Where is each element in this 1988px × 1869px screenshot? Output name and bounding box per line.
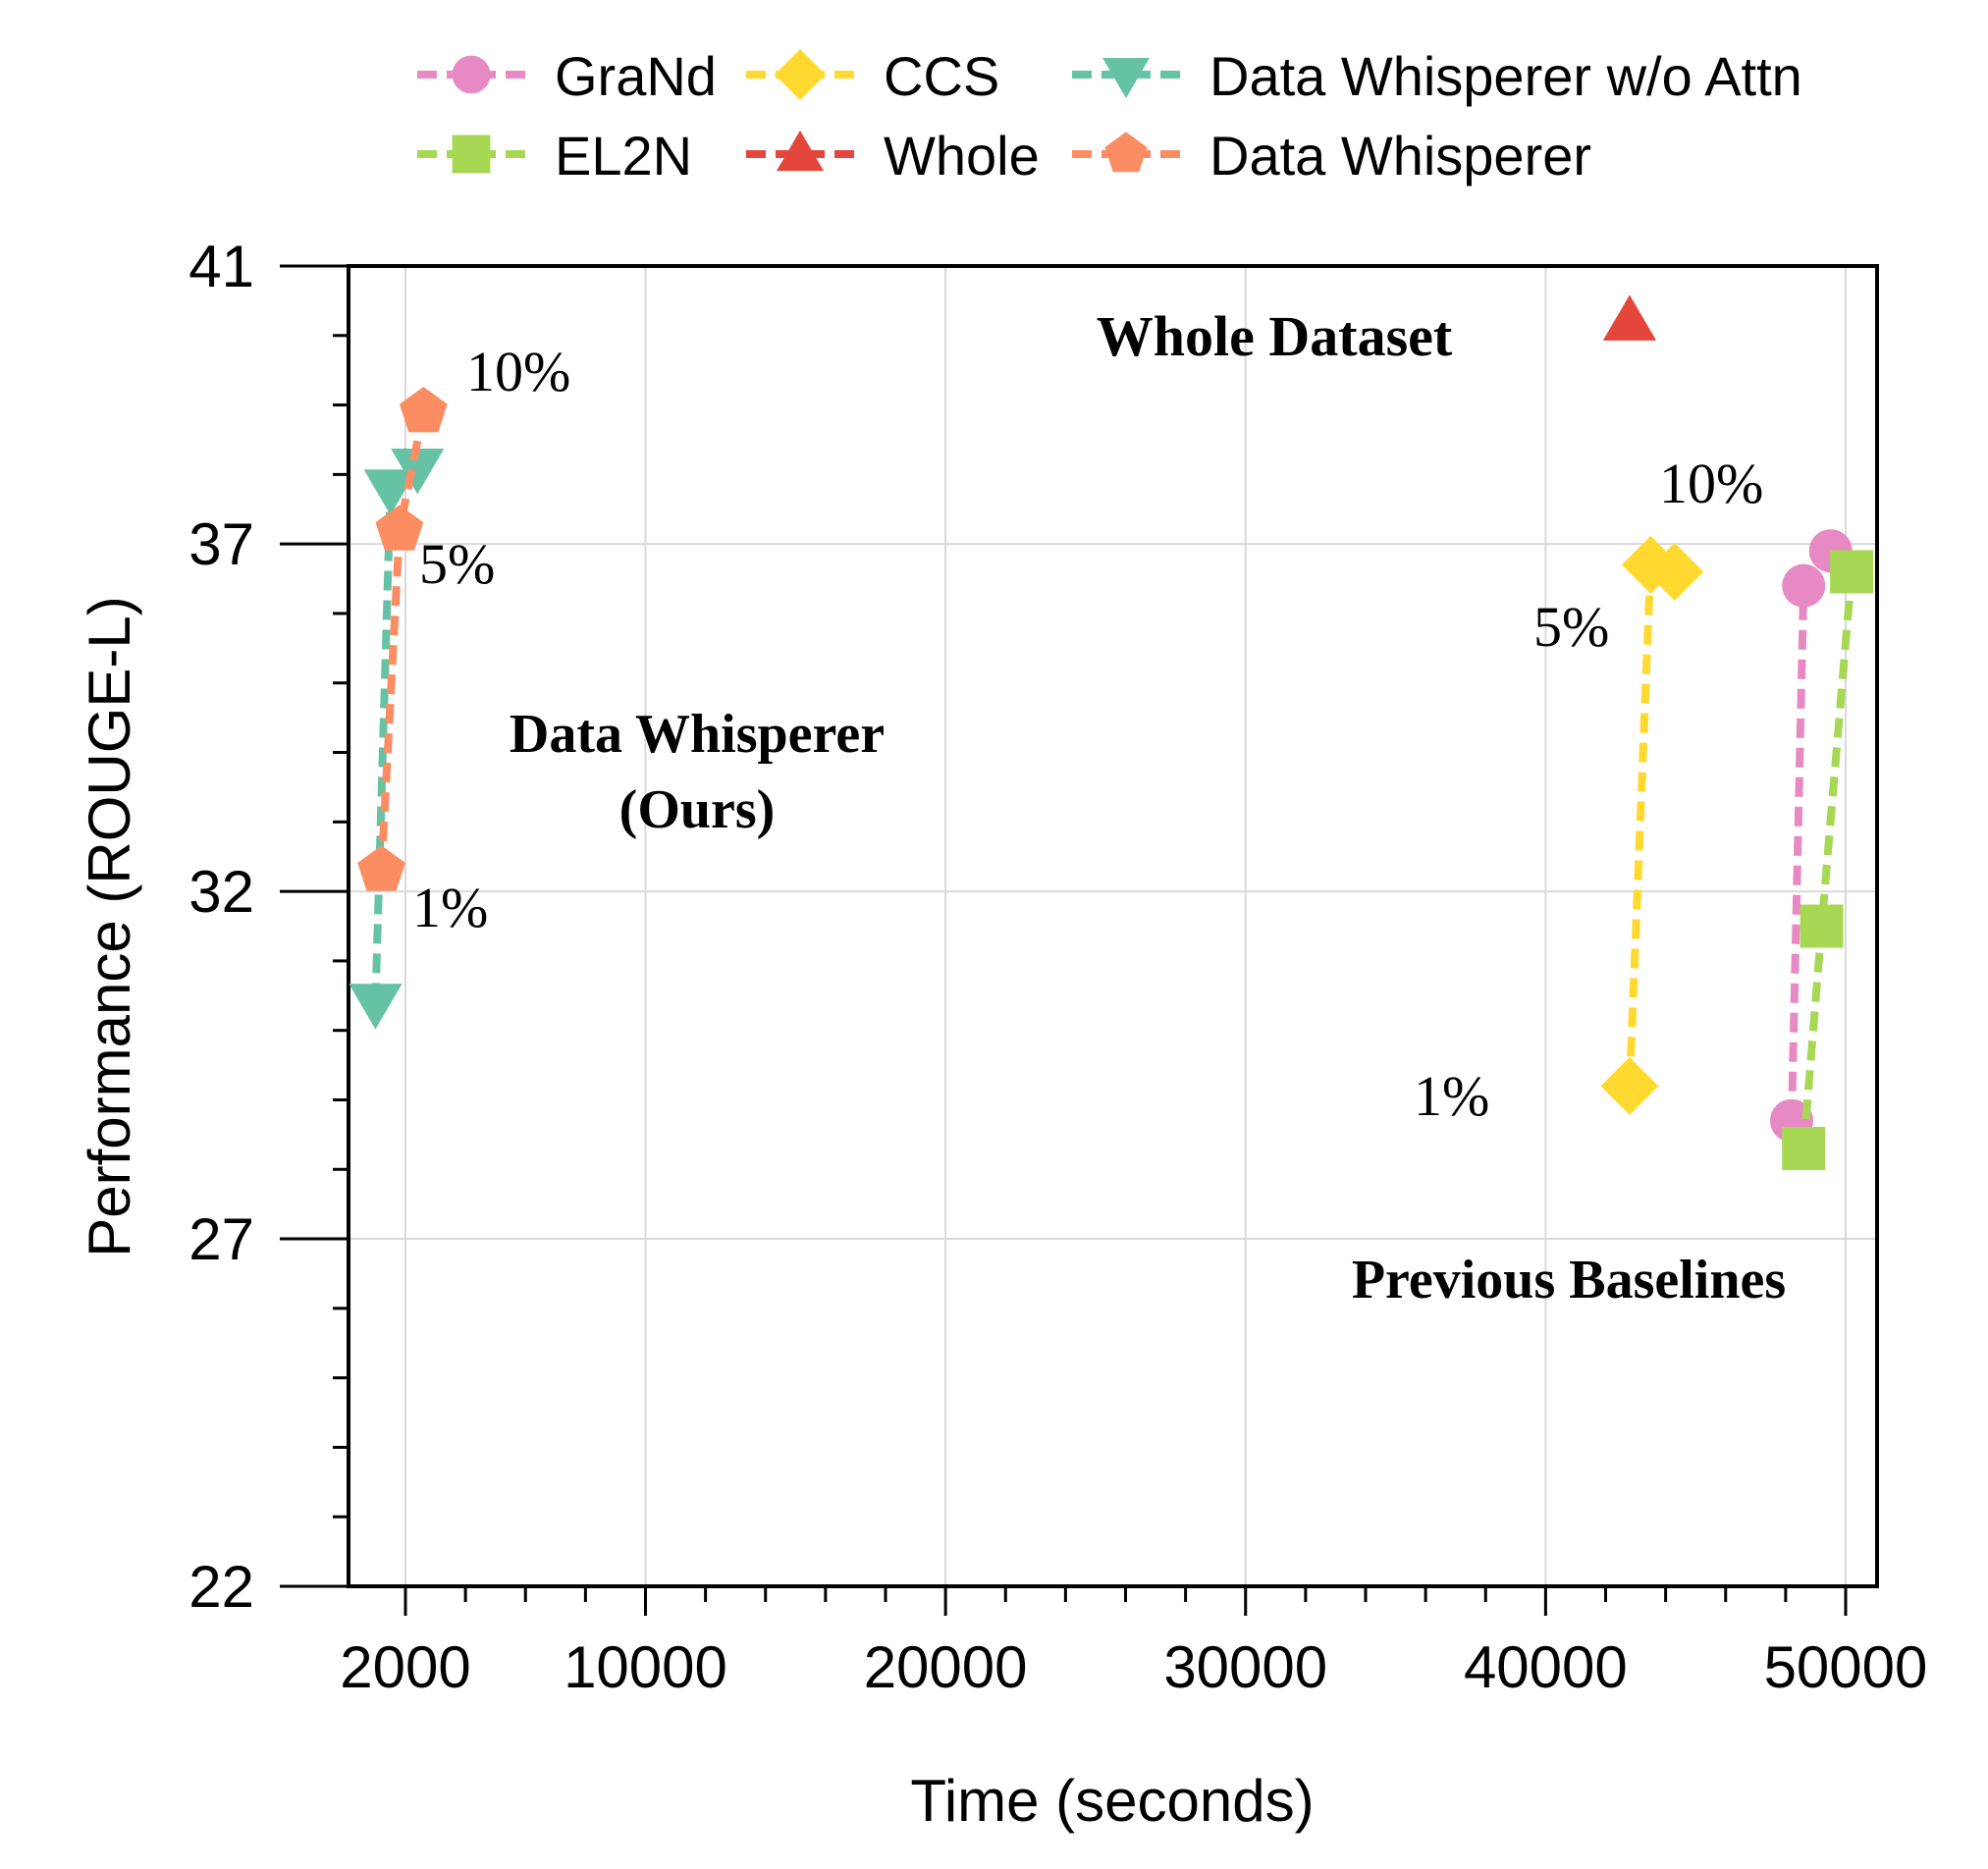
annotation-ours-line2: (Ours) [619,779,776,840]
data-point-ccs [1645,543,1704,601]
data-point-grand [1782,563,1826,608]
legend-entry-whole: Whole [746,125,1040,187]
legend-marker-ccs [774,48,827,101]
series-group [349,294,1874,1171]
legend-label-data-whisperer-w-o-attn: Data Whisperer w/o Attn [1209,45,1802,107]
legend-label-el2n: EL2N [555,125,692,187]
x-tick-label: 2000 [340,1634,470,1700]
series-whole [1602,294,1657,341]
y-tick-label: 37 [188,511,254,577]
label-dw-10pct: 10% [466,340,570,403]
series-data-whisperer [357,387,448,891]
data-point-el2n [1782,1127,1826,1171]
label-dw-1pct: 1% [412,876,488,939]
data-point-data-whisperer [357,845,405,891]
series-ccs [1600,535,1704,1115]
y-tick-label: 41 [188,234,254,299]
y-tick-label: 27 [188,1206,254,1272]
legend-entry-grand: GraNd [417,45,717,107]
annotation-previous-baselines: Previous Baselines [1352,1250,1786,1310]
x-tick-label: 40000 [1464,1634,1628,1700]
data-point-whole [1602,294,1657,341]
data-point-data-whisperer [399,387,448,433]
legend-label-whole: Whole [884,125,1040,187]
x-tick-label: 30000 [1163,1634,1327,1700]
legend-label-ccs: CCS [884,45,999,107]
plot-frame [347,264,1879,1588]
legend-entry-el2n: EL2N [417,125,692,187]
x-axis-label: Time (seconds) [910,1768,1314,1834]
legend-marker-data-whisperer-w-o-attn [1102,58,1150,99]
data-point-data-whisperer-w-o-attn [349,984,403,1030]
label-ccs-10pct: 10% [1659,452,1763,515]
data-point-data-whisperer-w-o-attn [363,469,417,515]
data-point-el2n [1830,550,1874,594]
legend-marker-grand [452,55,491,94]
series-line-el2n [1800,571,1856,1149]
label-dw-5pct: 5% [419,532,495,596]
label-ccs-1pct: 1% [1414,1064,1489,1128]
legend-entry-ccs: CCS [746,45,999,107]
annotation-ours-line1: Data Whisperer [510,704,885,765]
data-point-data-whisperer [375,505,424,551]
x-tick-label: 20000 [864,1634,1028,1700]
grid-lines [349,266,1877,1586]
series-el2n [1782,550,1874,1171]
series-line-grand [1787,548,1834,1121]
data-point-el2n [1800,904,1844,948]
y-axis-label: Performance (ROUGE-L) [77,596,142,1256]
legend-entry-data-whisperer-w-o-attn: Data Whisperer w/o Attn [1072,45,1802,107]
annotation-whole-dataset: Whole Dataset [1097,304,1453,368]
legend-label-grand: GraNd [555,45,717,107]
legend-marker-el2n [452,134,491,174]
y-tick-label: 22 [188,1554,254,1620]
legend: GraNd EL2N CCS Whole Data Whisperer w/o Attn… [417,45,1802,187]
x-tick-label: 50000 [1764,1634,1928,1700]
x-tick-label: 10000 [564,1634,727,1700]
legend-marker-data-whisperer [1104,132,1148,173]
label-ccs-5pct: 5% [1533,595,1609,659]
axis-ticks: 2000 10000 20000 30000 40000 50000 22 27 32 37 41 [188,234,1927,1700]
data-point-ccs [1600,1056,1659,1115]
legend-label-data-whisperer: Data Whisperer [1209,125,1591,187]
legend-entry-data-whisperer: Data Whisperer [1072,125,1591,187]
y-tick-label: 32 [188,859,254,925]
series-line-ccs [1625,560,1676,1087]
legend-marker-whole [777,130,824,171]
